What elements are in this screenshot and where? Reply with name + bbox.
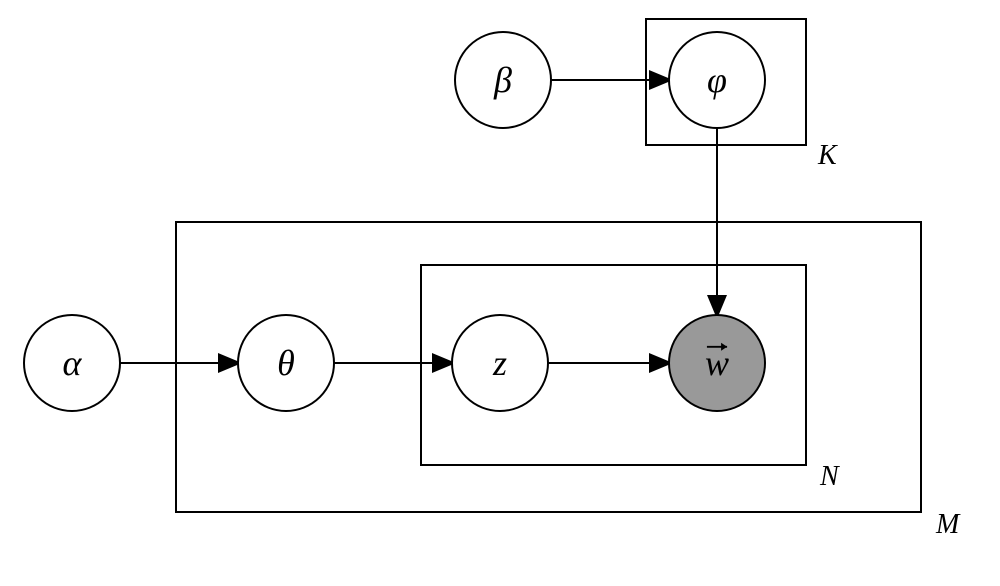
node-label-phi: φ xyxy=(707,60,727,100)
node-label-theta: θ xyxy=(277,343,295,383)
plate-label-plate_K: K xyxy=(817,140,838,171)
plate-diagram: α θ z w β φ K N M xyxy=(0,0,1000,586)
node-label-w: w xyxy=(705,343,729,383)
node-label-z: z xyxy=(492,343,507,383)
plate-label-plate_N: N xyxy=(819,461,840,492)
plate-labels-group: K N M xyxy=(817,140,961,540)
node-label-alpha: α xyxy=(63,343,83,383)
node-label-beta: β xyxy=(493,60,512,100)
plate-label-plate_M: M xyxy=(935,509,961,540)
